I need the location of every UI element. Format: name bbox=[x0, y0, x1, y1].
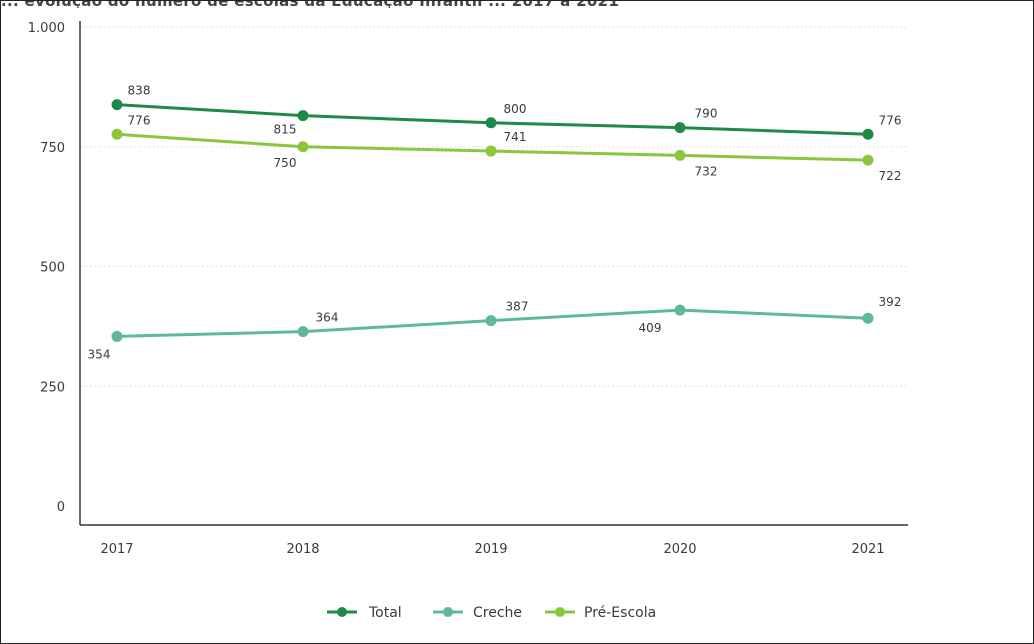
data-point bbox=[111, 330, 123, 342]
y-tick-label: 750 bbox=[40, 141, 65, 156]
data-label: 354 bbox=[88, 347, 111, 361]
legend-marker bbox=[337, 607, 347, 617]
chart-title: ... evolução do número de escolas da Edu… bbox=[1, 1, 1033, 8]
data-label: 750 bbox=[274, 156, 297, 170]
data-label: 800 bbox=[504, 102, 527, 116]
legend-label: Pré-Escola bbox=[584, 605, 656, 621]
y-tick-label: 500 bbox=[40, 261, 65, 276]
data-label: 790 bbox=[695, 107, 718, 121]
data-label: 741 bbox=[504, 130, 527, 144]
data-point bbox=[485, 117, 497, 129]
data-point bbox=[111, 99, 123, 111]
data-point bbox=[674, 304, 686, 316]
data-point bbox=[297, 110, 309, 122]
data-point bbox=[862, 128, 874, 140]
data-label: 409 bbox=[639, 321, 662, 335]
data-point bbox=[485, 145, 497, 157]
legend-label: Total bbox=[368, 605, 402, 621]
data-point bbox=[674, 122, 686, 134]
data-point bbox=[485, 315, 497, 327]
legend-marker bbox=[443, 607, 453, 617]
data-label: 392 bbox=[879, 295, 902, 309]
data-label: 387 bbox=[506, 300, 529, 314]
x-tick-label: 2020 bbox=[663, 542, 696, 557]
data-point bbox=[674, 149, 686, 161]
data-label: 722 bbox=[879, 169, 902, 183]
data-point bbox=[862, 312, 874, 324]
x-tick-label: 2021 bbox=[851, 542, 884, 557]
legend-label: Creche bbox=[473, 605, 522, 621]
x-tick-label: 2019 bbox=[474, 542, 507, 557]
data-label: 815 bbox=[274, 123, 297, 137]
y-tick-label: 0 bbox=[57, 500, 65, 515]
data-label: 732 bbox=[695, 164, 718, 178]
y-tick-label: 250 bbox=[40, 380, 65, 395]
data-label: 838 bbox=[128, 84, 151, 98]
x-tick-label: 2017 bbox=[100, 542, 133, 557]
data-point bbox=[111, 128, 123, 140]
data-point bbox=[297, 326, 309, 338]
data-point bbox=[297, 141, 309, 153]
data-label: 776 bbox=[128, 113, 151, 127]
data-label: 776 bbox=[879, 113, 902, 127]
y-tick-label: 1.000 bbox=[28, 21, 65, 36]
legend-marker bbox=[555, 607, 565, 617]
data-point bbox=[862, 154, 874, 166]
x-tick-label: 2018 bbox=[286, 542, 319, 557]
data-label: 364 bbox=[316, 311, 339, 325]
